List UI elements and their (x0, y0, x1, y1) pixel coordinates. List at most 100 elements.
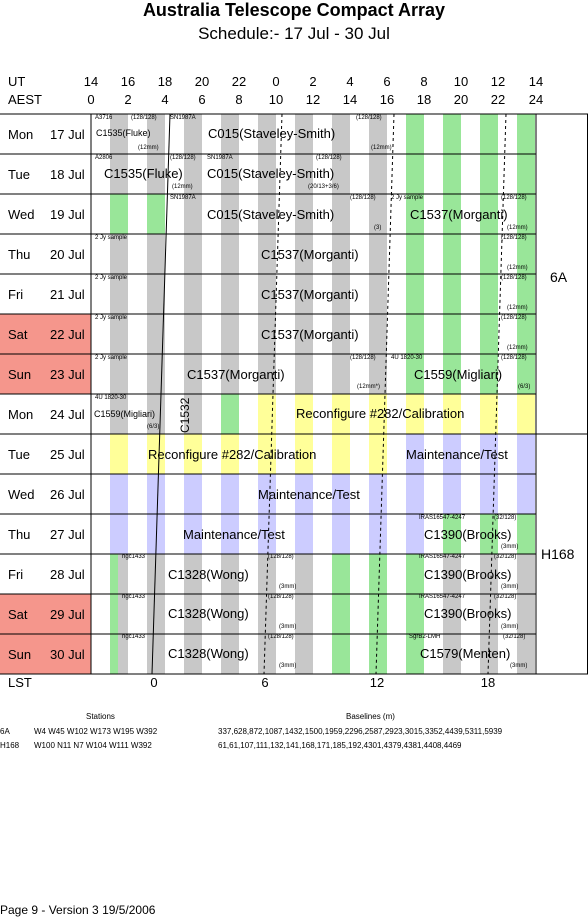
note: (128/128) (170, 155, 196, 161)
ut-tick: 14 (528, 74, 544, 89)
time-stripe (406, 394, 424, 434)
time-stripe (147, 594, 165, 634)
program-label: C015(Staveley-Smith) (207, 166, 335, 181)
time-stripe (295, 154, 313, 194)
note: IRAS16547-4247 (419, 554, 466, 560)
aest-tick: 24 (528, 92, 544, 107)
note: 2 Jy sample (95, 355, 128, 361)
program-label: Reconfigure #282/Calibration (296, 406, 465, 421)
day-date: 21 Jul (50, 287, 85, 302)
time-stripe (443, 394, 461, 434)
ut-label: UT (8, 74, 26, 89)
note: SN1987A (170, 195, 196, 201)
time-stripe (406, 554, 424, 594)
time-stripe (258, 314, 276, 354)
program-label: C1390(Brooks) (424, 606, 512, 621)
time-stripe (369, 154, 387, 194)
note: (128/128) (501, 235, 527, 241)
time-stripe (332, 554, 350, 594)
time-stripe (295, 234, 313, 274)
stations-list: W100 N11 N7 W104 W111 W392 (34, 741, 152, 750)
note: (32/128) (494, 554, 517, 560)
time-stripe (369, 474, 387, 514)
program-label: C015(Staveley-Smith) (208, 126, 336, 141)
note: (12mm) (507, 265, 528, 271)
note: (32/128) (503, 634, 526, 640)
aest-tick: 22 (490, 92, 506, 107)
aest-label: AEST (8, 92, 42, 107)
note: (3) (374, 225, 382, 231)
program-label: Reconfigure #282/Calibration (148, 447, 317, 462)
note: (32/128) (494, 594, 517, 600)
time-stripe (295, 634, 313, 674)
time-stripe (369, 514, 387, 554)
note: (3mm) (279, 584, 297, 590)
program-label: C1559(Migliari) (94, 409, 156, 419)
time-stripe (295, 474, 313, 514)
ut-tick: 8 (420, 74, 428, 89)
note: (32/128) (494, 515, 517, 521)
time-stripe (406, 354, 424, 394)
day-of-week: Mon (8, 127, 34, 142)
note: (3mm) (279, 624, 297, 630)
baselines-heading: Baselines (m) (346, 712, 395, 721)
lst-tick: 6 (261, 675, 269, 690)
time-stripe (332, 114, 350, 154)
time-stripe (443, 474, 461, 514)
time-stripe (406, 234, 424, 274)
stations-config: 6A (0, 727, 10, 736)
note: ngc1433 (122, 554, 146, 560)
note: SN1987A (170, 115, 196, 121)
time-stripe (184, 434, 202, 474)
time-stripe (221, 234, 239, 274)
time-stripe (480, 114, 498, 154)
time-stripe (147, 634, 165, 674)
time-stripe (369, 554, 387, 594)
lst-tick: 18 (480, 675, 496, 690)
day-date: 30 Jul (50, 647, 85, 662)
time-stripe (517, 314, 535, 354)
aest-tick: 14 (342, 92, 358, 107)
note: (128/128) (316, 155, 342, 161)
time-stripe (258, 554, 276, 594)
ut-tick: 22 (231, 74, 247, 89)
time-stripe (221, 514, 239, 554)
time-stripe (258, 234, 276, 274)
note: (12mm) (371, 145, 392, 151)
time-stripe (147, 434, 165, 474)
weekend-cell (0, 594, 91, 634)
time-stripe (480, 234, 498, 274)
note: A3716 (95, 115, 113, 121)
note: (128/128) (356, 115, 382, 121)
time-stripe (517, 394, 535, 434)
time-stripe (443, 354, 461, 394)
time-stripe (110, 354, 128, 394)
weekend-cell (0, 634, 91, 674)
aest-tick: 0 (87, 92, 95, 107)
time-stripe (443, 114, 461, 154)
time-stripe (369, 354, 387, 394)
time-stripe (332, 434, 350, 474)
time-stripe (332, 354, 350, 394)
time-stripe (258, 354, 276, 394)
page-subtitle: Schedule:- 17 Jul - 30 Jul (198, 24, 390, 43)
time-stripe (517, 514, 535, 554)
ut-tick: 18 (157, 74, 173, 89)
note: 2 Jy sample (95, 315, 128, 321)
aest-tick: 6 (198, 92, 206, 107)
time-stripe (221, 154, 239, 194)
time-stripe (110, 154, 128, 194)
time-stripe (443, 634, 461, 674)
time-stripe (369, 274, 387, 314)
time-stripe (406, 474, 424, 514)
ut-tick: 14 (83, 74, 99, 89)
time-stripe (517, 554, 535, 594)
time-stripe (184, 274, 202, 314)
time-stripe (258, 114, 276, 154)
time-stripe (443, 314, 461, 354)
time-stripe (443, 154, 461, 194)
time-stripe (332, 274, 350, 314)
day-date: 17 Jul (50, 127, 85, 142)
time-stripe (110, 194, 128, 234)
program-label: C1328(Wong) (168, 567, 249, 582)
